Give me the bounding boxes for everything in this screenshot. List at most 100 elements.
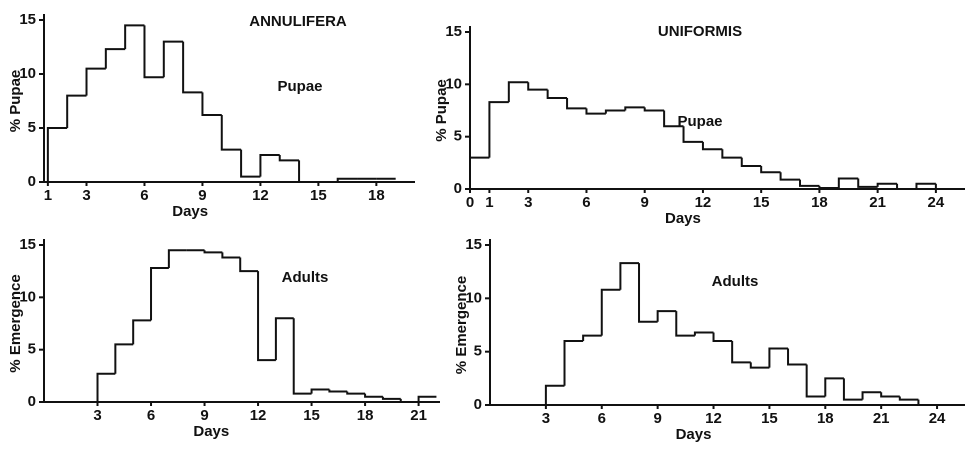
histogram-bar (104, 48, 126, 69)
y-tick-label: 15 (19, 236, 36, 253)
histogram-bar (563, 340, 584, 386)
x-tick-label: 12 (250, 407, 267, 424)
histogram-bar (896, 183, 917, 190)
histogram-bar (278, 155, 300, 162)
x-tick-label: 18 (811, 194, 828, 211)
x-tick-label: 3 (82, 187, 90, 204)
histogram-bar (143, 25, 164, 79)
histogram-bar (417, 395, 437, 402)
histogram-bar (600, 288, 621, 336)
x-tick-label: 21 (869, 194, 886, 211)
histogram-bar (364, 393, 383, 398)
y-tick-label: 15 (19, 11, 36, 28)
x-tick-label: 21 (873, 410, 890, 427)
histogram-bar (132, 319, 152, 345)
histogram-bar (619, 262, 640, 290)
histogram-bar (114, 343, 134, 374)
y-tick-label: 5 (28, 341, 36, 358)
histogram-bar (46, 127, 68, 182)
x-tick-label: 15 (303, 407, 320, 424)
histogram-bar (566, 97, 587, 110)
x-tick-label: 18 (817, 410, 834, 427)
histogram-bar (381, 396, 401, 400)
x-axis-label: Days (676, 426, 712, 443)
histogram-bar (721, 149, 742, 159)
histogram-bar (805, 364, 826, 398)
histogram-bar (740, 157, 762, 167)
y-tick-label: 0 (454, 180, 462, 197)
chart-title: ANNULIFERA (249, 13, 347, 30)
x-tick-label: 6 (582, 194, 590, 211)
histogram-bar (544, 384, 565, 405)
histogram-bar (861, 391, 882, 400)
histogram-bar (310, 388, 330, 394)
y-tick-label: 0 (474, 396, 482, 413)
y-tick-label: 10 (19, 288, 36, 305)
histogram-bar (638, 263, 658, 323)
histogram-bar (328, 389, 348, 393)
x-tick-label: 1 (485, 194, 493, 211)
histogram-bar (749, 362, 770, 369)
histogram-bar (240, 149, 261, 178)
x-tick-label: 15 (761, 410, 778, 427)
histogram-bar (701, 141, 723, 151)
y-tick-label: 5 (474, 343, 482, 360)
y-tick-label: 0 (28, 393, 36, 410)
x-tick-label: 3 (524, 194, 532, 211)
histogram-bar (934, 183, 956, 190)
histogram-bar (469, 156, 490, 189)
histogram-bar (399, 398, 419, 403)
y-tick-label: 15 (445, 23, 462, 40)
histogram-bar (857, 178, 878, 188)
y-tick-label: 0 (28, 173, 36, 190)
histogram-bar (507, 81, 529, 103)
histogram-bar (292, 318, 312, 395)
histogram-bar (818, 185, 839, 189)
x-axis-label: Days (193, 423, 229, 440)
x-tick-label: 6 (147, 407, 155, 424)
histogram-bar (162, 40, 184, 78)
histogram-bar (898, 396, 919, 401)
histogram-bar (221, 252, 241, 259)
histogram-bar (298, 160, 319, 183)
histogram-bar (582, 334, 602, 341)
histogram-bar (546, 89, 568, 99)
histogram-bar (842, 378, 863, 401)
x-tick-label: 24 (928, 194, 945, 211)
histogram-bar (150, 267, 169, 321)
histogram-bar (203, 250, 223, 254)
y-axis-label: % Emergence (7, 274, 24, 372)
histogram-bar (915, 182, 936, 189)
histogram-bar (643, 107, 665, 112)
histogram-bar (787, 348, 807, 366)
x-tick-label: 3 (93, 407, 101, 424)
histogram-bar (257, 271, 276, 362)
histogram-bar (259, 154, 280, 177)
histogram-bar (346, 391, 366, 395)
histogram-bar (96, 372, 116, 402)
histogram-bar (220, 115, 242, 151)
histogram-bar (66, 94, 87, 128)
chart-title: UNIFORMIS (658, 23, 742, 40)
histogram-bar (917, 399, 938, 406)
histogram-bar (799, 179, 820, 187)
histogram-bar (274, 317, 294, 361)
x-tick-label: 18 (368, 187, 385, 204)
x-tick-label: 15 (310, 187, 327, 204)
x-tick-label: 12 (705, 410, 722, 427)
histogram-bar (182, 41, 203, 94)
annotation: Adults (712, 273, 759, 290)
annotation: Pupae (677, 113, 722, 130)
histogram-bar (693, 331, 714, 336)
x-tick-label: 6 (140, 187, 148, 204)
y-tick-label: 10 (445, 75, 462, 92)
histogram-bar (604, 109, 626, 114)
histogram-bar (731, 341, 751, 364)
histogram-bar (124, 24, 145, 50)
y-axis-label: % Emergence (453, 276, 470, 374)
x-tick-label: 24 (929, 410, 946, 427)
x-tick-label: 3 (542, 410, 550, 427)
y-axis-label: % Pupae (7, 70, 24, 133)
histogram-bar (239, 257, 259, 273)
